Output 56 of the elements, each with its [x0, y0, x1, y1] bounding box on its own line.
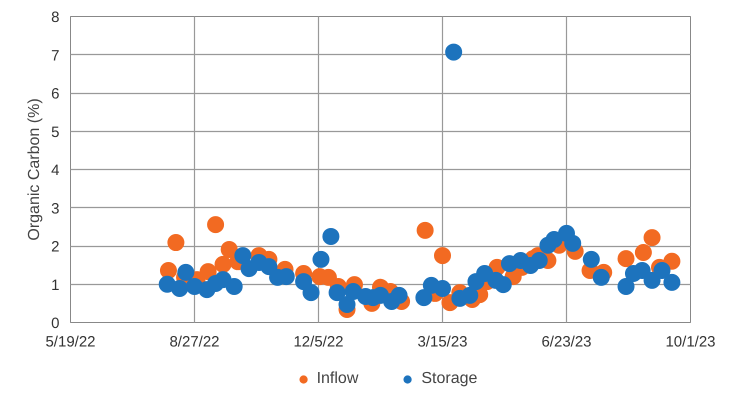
point	[434, 247, 451, 264]
point	[461, 286, 478, 304]
point	[415, 289, 432, 306]
point	[260, 258, 278, 276]
point	[634, 244, 652, 261]
point	[653, 262, 670, 279]
point	[390, 286, 408, 304]
point	[663, 252, 680, 270]
x-tick-label: 10/1/23	[665, 334, 716, 350]
x-tick-label: 5/19/22	[45, 334, 96, 350]
point	[200, 263, 217, 280]
point	[338, 296, 356, 314]
point	[207, 216, 224, 234]
point	[663, 274, 680, 291]
x-tick-label: 6/23/23	[541, 334, 592, 350]
point	[214, 256, 232, 273]
point	[564, 234, 582, 252]
point	[322, 228, 340, 245]
point	[302, 284, 320, 302]
x-tick-label: 3/15/23	[417, 334, 468, 350]
point	[226, 278, 243, 296]
legend-label: Inflow	[316, 370, 358, 388]
point	[167, 234, 184, 252]
y-tick-label: 1	[51, 276, 60, 294]
point	[234, 247, 252, 264]
point	[644, 272, 661, 289]
y-tick-label: 5	[51, 124, 60, 141]
y-tick-label: 8	[51, 9, 60, 26]
point	[582, 250, 600, 268]
y-tick-label: 2	[51, 238, 60, 256]
x-tick-label: 8/27/22	[169, 334, 220, 350]
point	[434, 280, 451, 297]
point	[530, 252, 548, 270]
point	[160, 262, 177, 279]
point	[618, 278, 635, 296]
y-tick-label: 0	[51, 315, 60, 332]
point	[546, 231, 563, 248]
point	[177, 264, 194, 281]
point	[445, 44, 462, 61]
legend-label: Storage	[421, 370, 478, 388]
y-tick-label: 3	[51, 200, 60, 218]
point	[220, 240, 238, 258]
x-tick-label: 12/5/22	[293, 334, 344, 350]
point	[494, 276, 512, 294]
y-axis-title: Organic Carbon (%)	[26, 98, 44, 241]
point	[328, 284, 346, 302]
y-tick-label: 7	[51, 47, 60, 64]
point	[312, 250, 330, 268]
point	[644, 229, 661, 246]
y-tick-label: 6	[51, 86, 60, 102]
y-tick-label: 4	[51, 162, 60, 179]
point	[634, 262, 651, 279]
point	[618, 250, 635, 268]
point	[171, 280, 188, 297]
point	[592, 268, 610, 286]
point	[416, 222, 434, 239]
